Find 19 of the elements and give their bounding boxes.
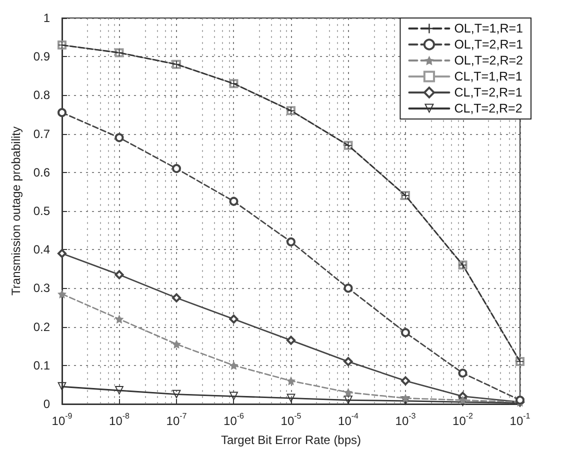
y-tick-label: 0.6: [33, 165, 50, 180]
y-tick-label: 0.4: [33, 242, 50, 257]
legend-label: CL,T=1,R=1: [454, 70, 522, 84]
legend-label: OL,T=1,R=1: [454, 22, 524, 36]
y-tick-label: 0: [43, 397, 50, 411]
legend-label: OL,T=2,R=2: [454, 54, 524, 68]
legend-label: CL,T=2,R=1: [454, 86, 522, 100]
y-tick-label: 0.2: [33, 320, 50, 334]
y-tick-label: 0.8: [33, 88, 50, 102]
y-tick-label: 0.3: [33, 281, 50, 296]
legend-label: OL,T=2,R=1: [454, 38, 524, 52]
legend-label: CL,T=2,R=2: [454, 102, 522, 116]
y-tick-label: 0.9: [33, 50, 50, 64]
y-tick-label: 0.7: [33, 126, 50, 141]
y-tick-label: 0.1: [33, 358, 50, 372]
x-axis-title: Target Bit Error Rate (bps): [220, 433, 362, 447]
y-tick-label: 1: [43, 11, 50, 25]
y-tick-label: 0.5: [33, 204, 50, 218]
y-axis-title: Transmission outage probability: [9, 126, 23, 296]
